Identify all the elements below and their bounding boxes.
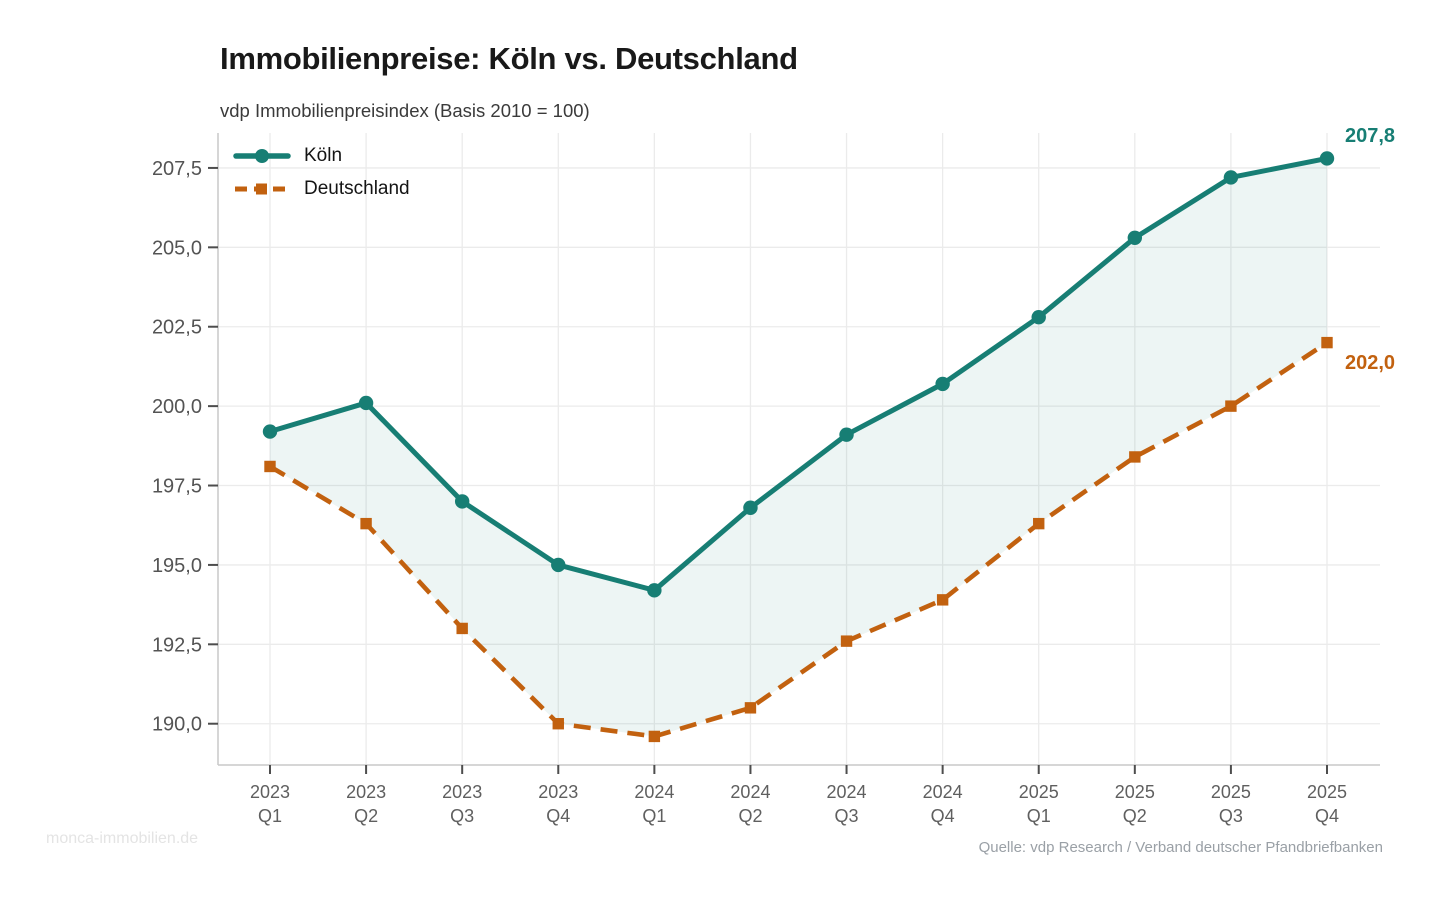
koeln-data-point	[839, 427, 854, 442]
x-tick-label-year: 2023	[346, 782, 386, 802]
koeln-data-point	[551, 557, 566, 573]
y-tick-label: 200,0	[152, 396, 202, 418]
deutschland-data-point	[264, 460, 276, 473]
x-tick-label-year: 2025	[1211, 782, 1251, 802]
deutschland-line-swatch	[235, 183, 289, 195]
deutschland-data-point	[1129, 451, 1141, 463]
koeln-data-point	[935, 376, 950, 392]
koeln-data-point	[358, 395, 374, 411]
koeln-line-swatch	[233, 149, 291, 163]
source-credit: Quelle: vdp Research / Verband deutscher…	[978, 839, 1383, 856]
x-tick-label-year: 2023	[442, 782, 482, 802]
koeln-data-point	[454, 494, 470, 509]
koeln-data-point	[262, 424, 278, 439]
deutschland-data-point	[1321, 336, 1333, 349]
watermark: monca-immobilien.de	[46, 830, 199, 847]
koeln-data-point	[1319, 151, 1335, 166]
y-tick-label: 207,5	[152, 158, 202, 180]
x-tick-label-quarter: Q3	[1219, 806, 1243, 826]
x-tick-label-year: 2025	[1115, 782, 1155, 802]
x-tick-label-year: 2024	[730, 782, 770, 802]
y-tick-label: 192,5	[152, 634, 202, 656]
x-tick-label-year: 2023	[250, 782, 290, 802]
koeln-last-value-label: 207,8	[1345, 125, 1396, 147]
koeln-data-point	[647, 583, 662, 598]
x-tick-label-quarter: Q1	[258, 806, 282, 826]
x-tick-label-quarter: Q4	[1315, 806, 1339, 826]
deutschland-line	[268, 340, 1329, 739]
x-tick-label-quarter: Q1	[642, 806, 666, 826]
x-tick-label-quarter: Q2	[738, 806, 762, 826]
y-tick-label: 202,5	[152, 317, 202, 339]
x-tick-label-quarter: Q3	[450, 806, 474, 826]
deutschland-data-point	[936, 594, 949, 606]
deutschland-data-point	[1033, 517, 1045, 530]
deutschland-last-value-label: 202,0	[1345, 352, 1396, 374]
koeln-data-point	[1031, 310, 1046, 325]
x-tick-label-year: 2024	[923, 782, 963, 802]
page-title: Immobilienpreise: Köln vs. Deutschland	[220, 41, 798, 76]
page-subtitle: vdp Immobilienpreisindex (Basis 2010 = 1…	[220, 100, 590, 121]
x-tick-label-quarter: Q2	[354, 806, 378, 826]
koeln-line	[267, 155, 1330, 593]
fill-between-area	[270, 158, 1327, 737]
x-tick-label-quarter: Q2	[1123, 806, 1147, 826]
x-tick-label-year: 2024	[827, 782, 867, 802]
y-tick-label: 205,0	[152, 237, 202, 259]
y-tick-label: 195,0	[152, 555, 202, 577]
legend: Köln Deutschland	[233, 144, 410, 201]
x-tick-label-quarter: Q1	[1027, 806, 1051, 826]
x-tick-label-quarter: Q4	[931, 806, 955, 826]
x-tick-label-year: 2024	[634, 782, 674, 802]
deutschland-data-point	[648, 730, 661, 743]
deutschland-data-point	[456, 622, 468, 635]
x-tick-label-quarter: Q3	[835, 806, 859, 826]
deutschland-data-point	[744, 702, 757, 714]
legend-label-deutschland: Deutschland	[304, 178, 410, 199]
koeln-data-point	[1223, 170, 1239, 185]
y-tick-label: 197,5	[152, 476, 202, 498]
deutschland-data-point	[840, 635, 853, 647]
y-tick-label: 190,0	[152, 714, 202, 736]
legend-item-deutschland: Deutschland	[233, 177, 410, 201]
legend-label-koeln: Köln	[304, 145, 343, 166]
legend-item-koeln: Köln	[233, 144, 410, 168]
koeln-data-point	[743, 500, 758, 515]
koeln-data-point	[1127, 230, 1143, 246]
x-tick-label-year: 2023	[538, 782, 578, 802]
x-tick-label-quarter: Q4	[546, 806, 570, 826]
x-tick-label-year: 2025	[1019, 782, 1059, 802]
deutschland-data-point	[360, 517, 372, 530]
x-tick-label-year: 2025	[1307, 782, 1347, 802]
deutschland-data-point	[1225, 400, 1237, 412]
deutschland-data-point	[552, 718, 564, 730]
